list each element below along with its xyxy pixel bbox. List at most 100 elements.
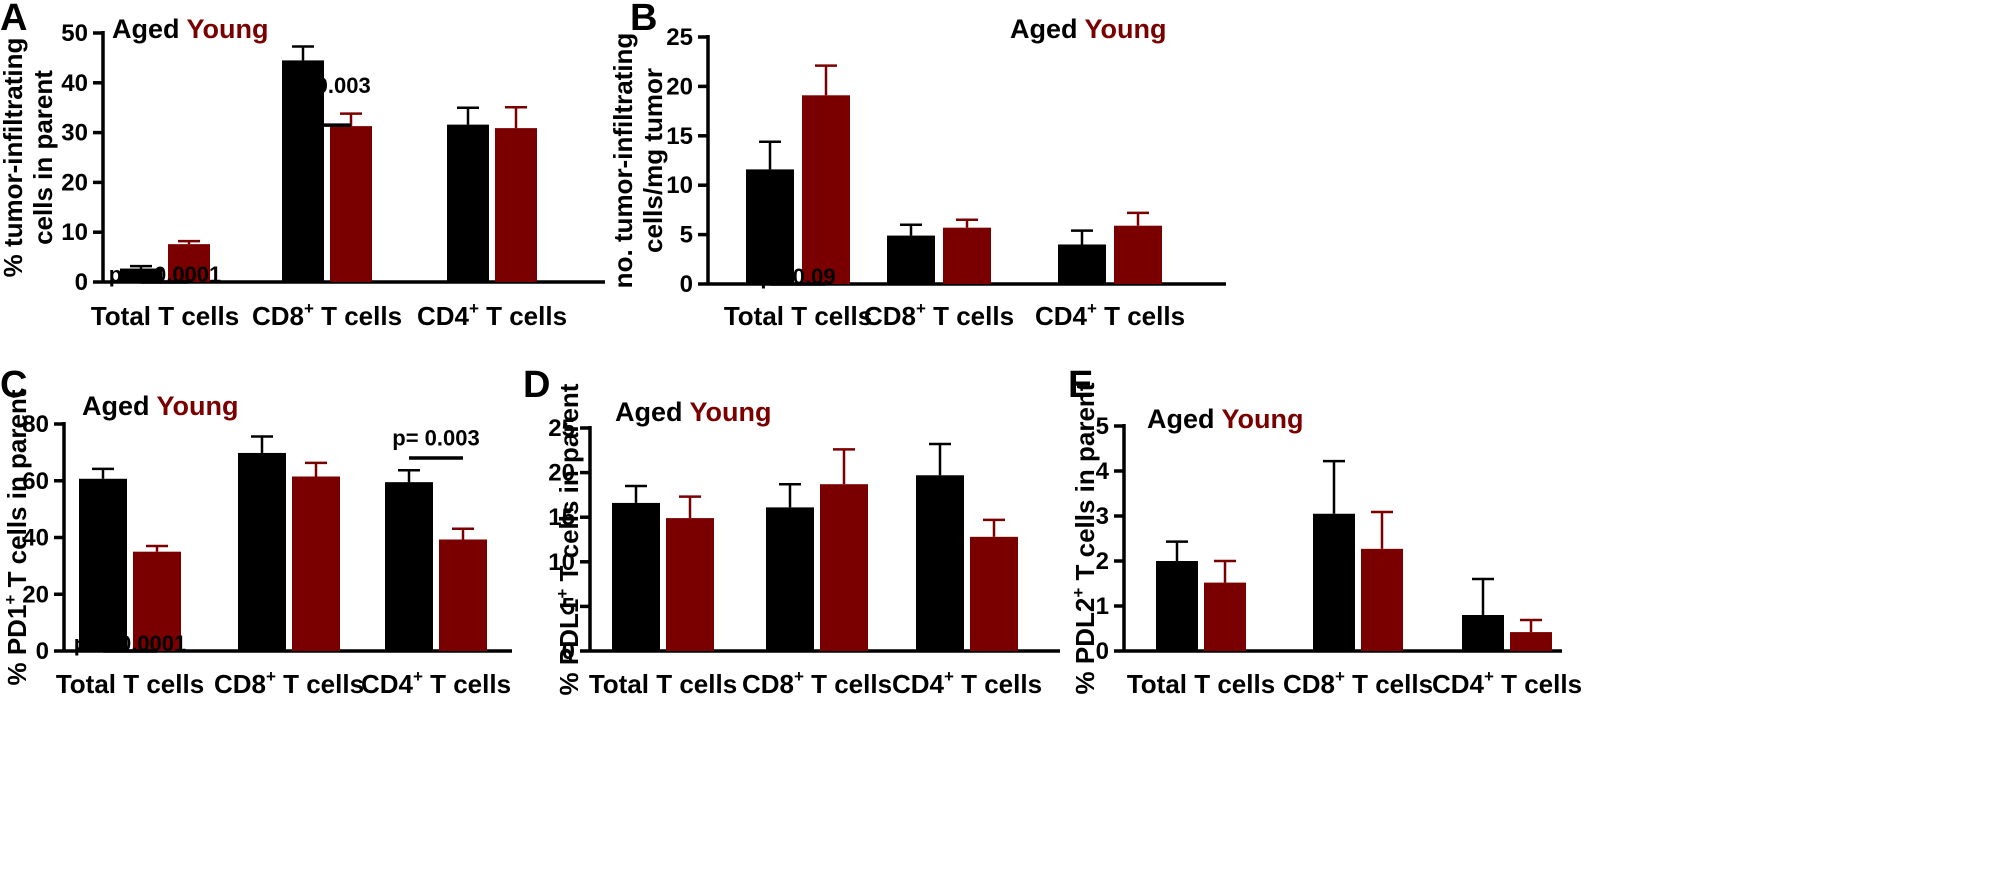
y-tick-label: 40 (22, 525, 49, 552)
y-tick-label: 20 (666, 73, 693, 100)
legend: Aged Young (615, 397, 772, 427)
young-bar (1361, 548, 1403, 651)
y-axis-label: % PD1+ T cells in parent (1, 389, 32, 685)
y-tick-label: 80 (22, 411, 49, 438)
y-axis-label: no. tumor-infiltratingcells/mg tumor (608, 33, 668, 289)
aged-bar (887, 235, 935, 284)
y-axis-label: % PDL1+ T cells in parent (553, 383, 584, 695)
y-tick-label: 25 (666, 24, 693, 51)
x-category-label: Total T cells (1127, 669, 1275, 699)
young-bar (802, 95, 850, 285)
aged-bar (746, 169, 794, 284)
x-category-label: CD8+ T cells (252, 299, 402, 331)
aged-bar (447, 124, 489, 282)
legend: Aged Young (112, 14, 269, 44)
y-tick-label: 0 (75, 269, 88, 296)
aged-bar (385, 482, 433, 651)
young-bar (820, 484, 868, 651)
y-axis-label: % PDL2+ T cells in parent (1069, 382, 1100, 694)
p-value-label: p= <0.0001 (74, 631, 187, 656)
y-tick-label: 50 (61, 20, 88, 47)
aged-bar (1313, 513, 1355, 651)
young-bar (495, 128, 537, 282)
aged-bar (238, 452, 286, 651)
p-value-label: p= 0.003 (283, 73, 370, 98)
young-bar (970, 536, 1018, 651)
x-category-label: Total T cells (91, 301, 239, 331)
y-tick-label: 5 (680, 222, 693, 249)
y-tick-label: 10 (548, 549, 575, 576)
legend: Aged Young (1010, 14, 1167, 44)
y-tick-label: 10 (666, 172, 693, 199)
x-category-label: CD8+ T cells (1283, 667, 1433, 699)
y-tick-label: 15 (548, 504, 575, 531)
y-tick-label: 40 (61, 70, 88, 97)
young-bar (1114, 225, 1162, 284)
young-bar (168, 244, 210, 282)
aged-bar (766, 507, 814, 651)
aged-bar (916, 475, 964, 651)
legend: Aged Young (1147, 404, 1304, 434)
aged-bar (282, 60, 324, 282)
y-tick-label: 5 (562, 593, 575, 620)
y-tick-label: 10 (61, 219, 88, 246)
panel-e: E 0 1 2 3 4 5% PDL2+ T cells in parent Total T … (1068, 364, 1582, 699)
aged-bar (120, 268, 162, 282)
x-category-label: CD8+ T cells (864, 299, 1014, 331)
young-bar (330, 126, 372, 282)
p-value-label: p= 0.09 (760, 264, 835, 289)
y-tick-label: 15 (666, 123, 693, 150)
x-category-label: CD8+ T cells (742, 667, 892, 699)
x-category-label: CD4+ T cells (1432, 667, 1582, 699)
young-bar (1204, 582, 1246, 651)
aged-bar (1058, 244, 1106, 284)
y-tick-label: 4 (1096, 458, 1110, 485)
panel-c: C 0 20 40 60 80% PD1+ T cells in parent Total … (0, 364, 512, 699)
x-category-label: CD4+ T cells (361, 667, 511, 699)
y-tick-label: 0 (562, 638, 575, 665)
y-tick-label: 20 (22, 581, 49, 608)
x-category-label: CD4+ T cells (1035, 299, 1185, 331)
y-tick-label: 60 (22, 468, 49, 495)
y-tick-label: 1 (1096, 593, 1109, 620)
aged-bar (1462, 615, 1504, 651)
young-bar (133, 551, 181, 651)
panel-letter: B (630, 0, 657, 39)
y-tick-label: 25 (548, 415, 575, 442)
panel-letter: E (1068, 364, 1093, 406)
young-bar (292, 476, 340, 651)
aged-bar (612, 502, 660, 651)
p-value-label: p= 0.003 (392, 425, 479, 450)
panel-d: D 0 5 10 15 20 25% PDL1+ T cells in parentTota… (523, 364, 1060, 699)
young-bar (439, 539, 487, 651)
panel-letter: D (523, 364, 550, 406)
p-value-label: p= <0.0001 (109, 262, 222, 287)
y-tick-label: 0 (1096, 638, 1109, 665)
x-category-label: CD8+ T cells (214, 667, 364, 699)
panel-letter: C (0, 364, 27, 406)
x-category-label: CD4+ T cells (417, 299, 567, 331)
y-tick-label: 3 (1096, 503, 1109, 530)
y-tick-label: 5 (1096, 413, 1109, 440)
aged-bar (1156, 561, 1198, 651)
aged-bar (79, 478, 127, 651)
panel-a: A 0 10 20 30 40 50% tumor-infiltratingcells in… (0, 0, 605, 331)
y-axis-label: % tumor-infiltratingcells in parent (0, 38, 58, 278)
x-category-label: Total T cells (589, 669, 737, 699)
y-tick-label: 20 (548, 460, 575, 487)
legend: Aged Young (82, 391, 239, 421)
young-bar (666, 518, 714, 651)
y-tick-label: 20 (61, 169, 88, 196)
y-tick-label: 30 (61, 120, 88, 147)
x-category-label: Total T cells (56, 669, 204, 699)
young-bar (943, 227, 991, 284)
y-tick-label: 0 (36, 638, 49, 665)
y-tick-label: 2 (1096, 548, 1109, 575)
panel-letter: A (0, 0, 27, 39)
x-category-label: CD4+ T cells (892, 667, 1042, 699)
x-category-label: Total T cells (724, 301, 872, 331)
young-bar (1510, 632, 1552, 651)
y-tick-label: 0 (680, 271, 693, 298)
